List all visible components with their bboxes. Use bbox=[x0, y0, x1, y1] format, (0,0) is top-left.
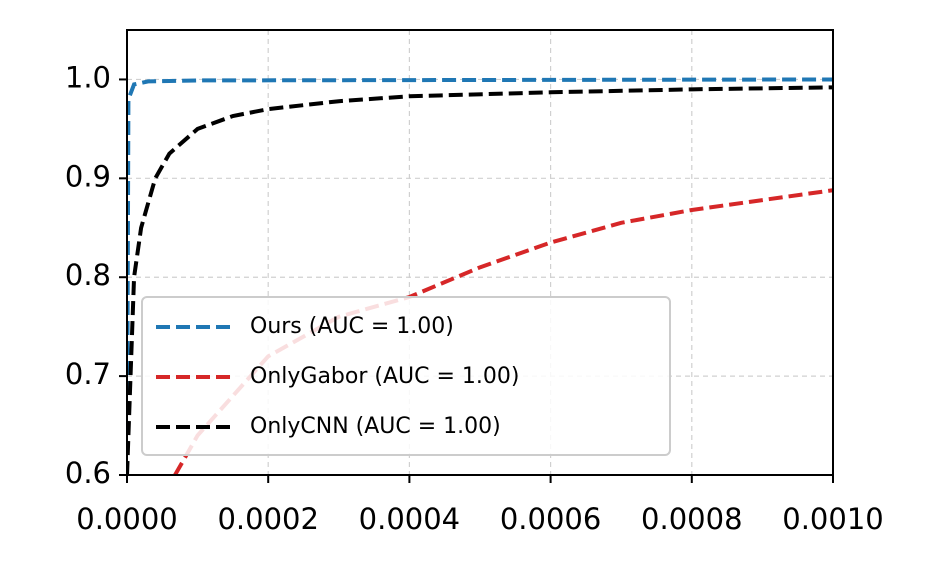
x-tick-label: 0.0010 bbox=[782, 502, 883, 536]
y-tick-label: 0.6 bbox=[65, 456, 111, 490]
series-line bbox=[127, 85, 833, 475]
y-tick-label: 0.9 bbox=[65, 159, 111, 193]
x-tick-label: 0.0006 bbox=[500, 502, 601, 536]
x-tick-label: 0.0000 bbox=[76, 502, 177, 536]
series-line bbox=[173, 188, 833, 475]
y-tick-label: 0.8 bbox=[65, 258, 111, 292]
legend-label: Ours (AUC = 1.00) bbox=[250, 314, 454, 339]
series-line bbox=[127, 77, 833, 475]
x-tick-label: 0.0002 bbox=[217, 502, 318, 536]
legend-label: OnlyGabor (AUC = 1.00) bbox=[250, 364, 519, 389]
x-tick-label: 0.0004 bbox=[359, 502, 460, 536]
plot-frame bbox=[126, 29, 834, 476]
x-tick-label: 0.0008 bbox=[641, 502, 742, 536]
y-tick-label: 1.0 bbox=[65, 60, 111, 94]
legend-box bbox=[141, 296, 671, 456]
y-tick-label: 0.7 bbox=[65, 357, 111, 391]
legend-label: OnlyCNN (AUC = 1.00) bbox=[250, 414, 501, 439]
